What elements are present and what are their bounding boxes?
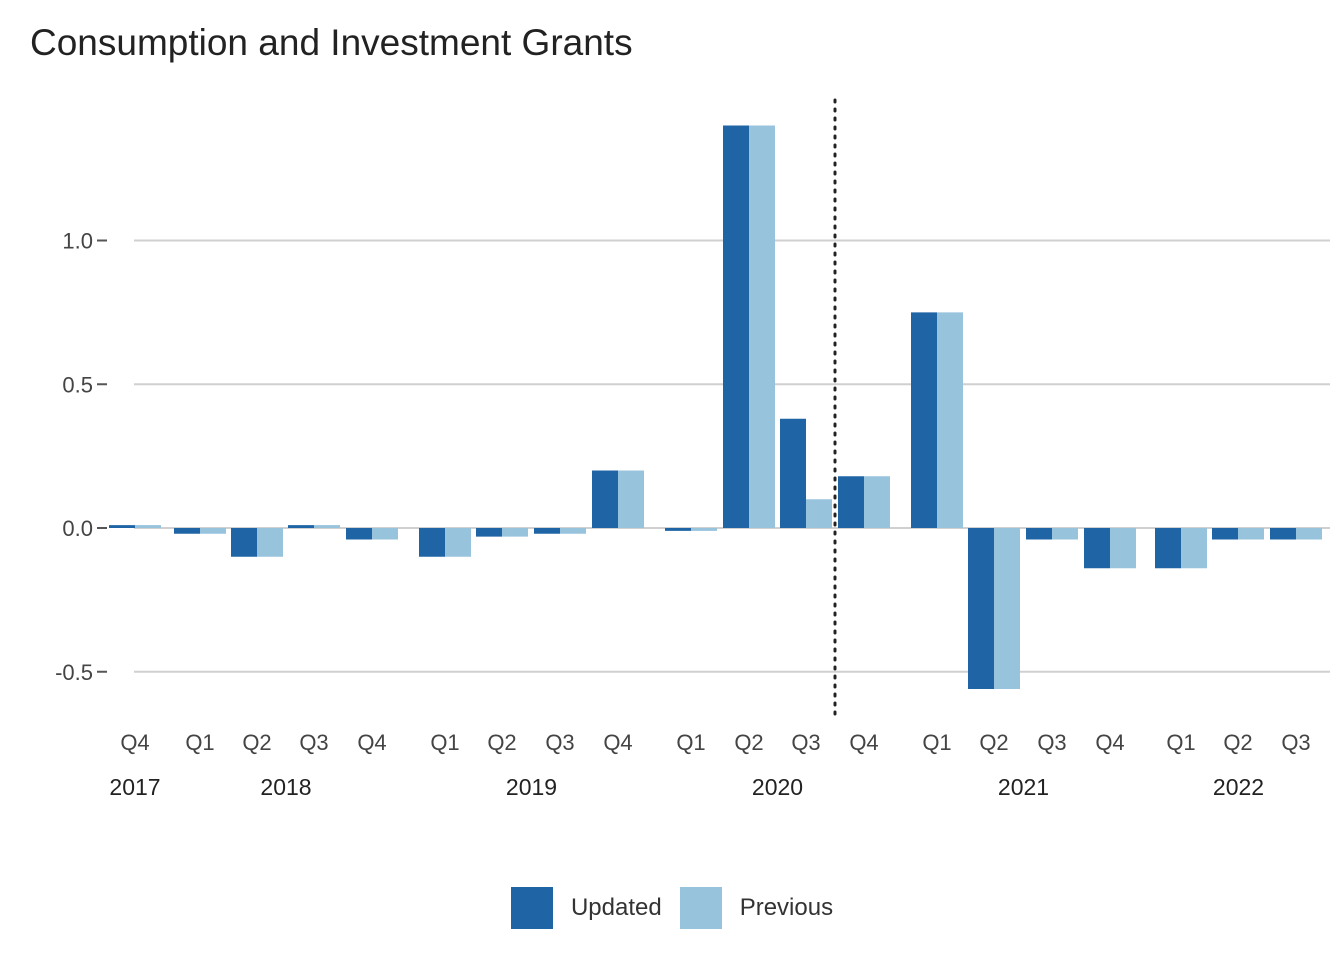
bar-previous — [445, 528, 471, 557]
bar-updated — [419, 528, 445, 557]
x-tick-label: Q4 — [120, 730, 149, 755]
bar-updated — [1270, 528, 1296, 540]
bar-updated — [476, 528, 502, 537]
year-label: 2020 — [752, 774, 803, 800]
bar-updated — [1212, 528, 1238, 540]
bar-updated — [723, 125, 749, 528]
bar-previous — [135, 525, 161, 528]
bar-previous — [314, 525, 340, 528]
legend-swatch-updated — [510, 887, 553, 929]
year-label: 2022 — [1213, 774, 1264, 800]
y-tick-label: -0.5 — [55, 660, 93, 685]
bar-updated — [780, 418, 806, 528]
bar-previous — [560, 528, 586, 534]
bar-previous — [372, 528, 398, 540]
bar-updated — [1026, 528, 1052, 540]
bar-previous — [937, 312, 963, 528]
x-tick-label: Q3 — [791, 730, 820, 755]
legend-item-updated: Updated — [510, 887, 662, 929]
chart-title: Consumption and Investment Grants — [30, 22, 633, 63]
legend-label-previous: Previous — [739, 894, 834, 921]
chart-plot: -0.5 0.0 0.5 1.0 Q4 Q1 Q2 Q3 Q4 Q1 Q2 Q3 Q4 Q1 Q2 Q3 Q4 Q… — [55, 98, 1330, 800]
bar-previous — [1110, 528, 1136, 569]
legend: Updated Previous — [0, 886, 1344, 930]
bar-updated — [838, 476, 864, 528]
x-tick-label: Q2 — [487, 730, 516, 755]
bar-previous — [200, 528, 226, 534]
x-tick-label: Q2 — [1223, 730, 1252, 755]
bar-updated — [592, 470, 618, 528]
y-tick-label: 0.5 — [62, 372, 93, 397]
bar-previous — [806, 499, 832, 528]
bar-previous — [749, 125, 775, 528]
bar-updated — [665, 528, 691, 531]
x-tick-label: Q4 — [1095, 730, 1124, 755]
legend-swatch-previous — [679, 887, 722, 929]
year-label: 2018 — [260, 774, 311, 800]
bar-previous — [1181, 528, 1207, 569]
x-tick-label: Q4 — [603, 730, 632, 755]
x-tick-label: Q4 — [849, 730, 878, 755]
x-tick-label: Q2 — [979, 730, 1008, 755]
x-tick-label: Q2 — [242, 730, 271, 755]
x-tick-label: Q1 — [430, 730, 459, 755]
x-tick-label: Q3 — [1281, 730, 1310, 755]
year-label: 2021 — [998, 774, 1049, 800]
year-label: 2019 — [506, 774, 557, 800]
bar-updated — [534, 528, 560, 534]
bar-previous — [864, 476, 890, 528]
bar-previous — [618, 470, 644, 528]
bar-previous — [1238, 528, 1264, 540]
bar-updated — [911, 312, 937, 528]
bar-updated — [109, 525, 135, 528]
bar-updated — [288, 525, 314, 528]
bar-previous — [1296, 528, 1322, 540]
x-tick-label: Q2 — [734, 730, 763, 755]
x-tick-label: Q1 — [185, 730, 214, 755]
bar-previous — [691, 528, 717, 531]
bar-previous — [257, 528, 283, 557]
bar-updated — [346, 528, 372, 540]
x-tick-label: Q4 — [357, 730, 386, 755]
bar-updated — [174, 528, 200, 534]
legend-label-updated: Updated — [570, 894, 662, 921]
x-tick-label: Q1 — [1166, 730, 1195, 755]
y-tick-label: 0.0 — [62, 516, 93, 541]
x-tick-label: Q3 — [545, 730, 574, 755]
x-tick-label: Q1 — [922, 730, 951, 755]
bar-updated — [1155, 528, 1181, 569]
year-label: 2017 — [109, 774, 160, 800]
y-tick-label: 1.0 — [62, 229, 93, 254]
legend-item-previous: Previous — [679, 887, 834, 929]
bar-updated — [968, 528, 994, 689]
bar-previous — [502, 528, 528, 537]
bar-updated — [1084, 528, 1110, 569]
bar-previous — [994, 528, 1020, 689]
bar-updated — [231, 528, 257, 557]
x-tick-label: Q3 — [299, 730, 328, 755]
x-tick-label: Q3 — [1037, 730, 1066, 755]
bar-previous — [1052, 528, 1078, 540]
x-tick-label: Q1 — [676, 730, 705, 755]
